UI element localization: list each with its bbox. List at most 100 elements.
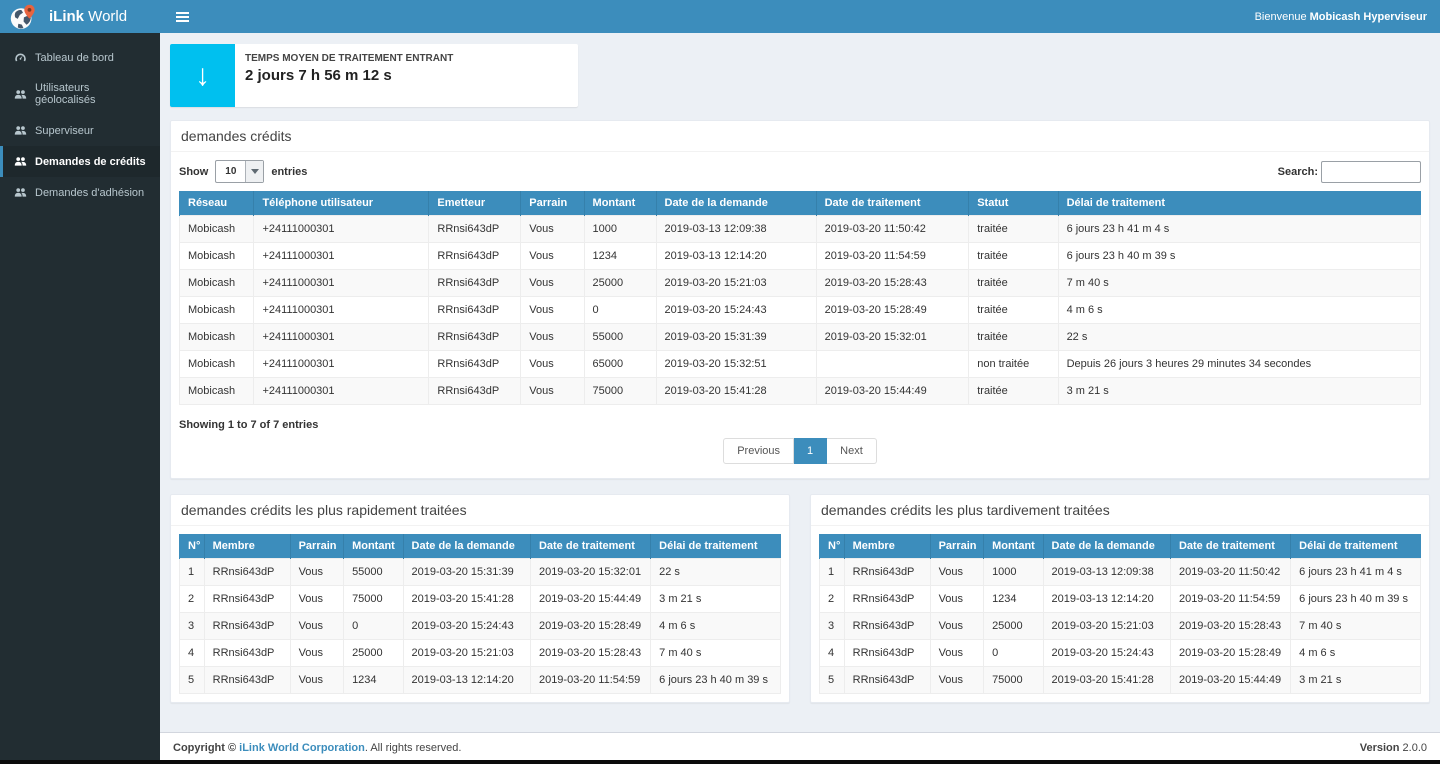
column-header: Délai de traitement <box>1291 534 1421 559</box>
sidebar-item-utilisateurs-geolocalises[interactable]: Utilisateurs géolocalisés <box>0 73 160 115</box>
sidebar-toggle-button[interactable] <box>160 0 204 33</box>
brand-name-bold: iLink <box>49 8 84 25</box>
table-cell: +24111000301 <box>254 243 429 270</box>
welcome-user: Mobicash Hyperviseur <box>1310 11 1427 23</box>
table-cell: Mobicash <box>180 324 254 351</box>
sidebar-item-label: Utilisateurs géolocalisés <box>35 82 152 106</box>
table-cell: 2019-03-20 15:44:49 <box>530 586 650 613</box>
table-cell <box>816 351 969 378</box>
sidebar-item-label: Demandes d'adhésion <box>35 187 144 199</box>
table-cell: 2019-03-13 12:14:20 <box>656 243 816 270</box>
column-header[interactable]: Réseau <box>180 191 254 216</box>
table-cell: traitée <box>969 378 1058 405</box>
table-cell: 2019-03-13 12:14:20 <box>1043 586 1170 613</box>
column-header[interactable]: Parrain <box>521 191 584 216</box>
table-row: Mobicash+24111000301RRnsi643dPVous02019-… <box>180 297 1421 324</box>
app-logo[interactable]: iLink World <box>0 0 160 33</box>
window-bottom-edge <box>0 760 1440 764</box>
table-cell: 55000 <box>344 559 403 586</box>
table-cell: 7 m 40 s <box>1291 613 1421 640</box>
sidebar-item-demandes-adhesion[interactable]: Demandes d'adhésion <box>0 177 160 208</box>
column-header[interactable]: Date de traitement <box>816 191 969 216</box>
column-header: N° <box>180 534 205 559</box>
table-cell: Vous <box>521 216 584 243</box>
version-text: Version 2.0.0 <box>1360 742 1427 754</box>
column-header[interactable]: Statut <box>969 191 1058 216</box>
table-cell: Vous <box>521 270 584 297</box>
table-cell: 2019-03-20 15:44:49 <box>1170 667 1290 694</box>
table-cell: RRnsi643dP <box>204 667 290 694</box>
table-cell: Vous <box>290 586 343 613</box>
table-cell: RRnsi643dP <box>429 243 521 270</box>
table-cell: +24111000301 <box>254 378 429 405</box>
table-cell: 2019-03-20 15:21:03 <box>656 270 816 297</box>
sidebar-item-label: Tableau de bord <box>35 52 114 64</box>
table-cell: 3 m 21 s <box>1058 378 1420 405</box>
table-cell: 2019-03-20 15:32:01 <box>816 324 969 351</box>
table-cell: 6 jours 23 h 40 m 39 s <box>1058 243 1420 270</box>
table-row: 3RRnsi643dPVous02019-03-20 15:24:432019-… <box>180 613 781 640</box>
column-header: Parrain <box>290 534 343 559</box>
sidebar-item-label: Demandes de crédits <box>35 156 146 168</box>
column-header[interactable]: Emetteur <box>429 191 521 216</box>
table-cell: 55000 <box>584 324 656 351</box>
fastest-processed-panel: demandes crédits les plus rapidement tra… <box>170 494 790 703</box>
arrow-down-icon: ↓ <box>170 44 235 107</box>
table-cell: Vous <box>930 559 983 586</box>
table-cell: 2 <box>180 586 205 613</box>
pagination-page-1-button[interactable]: 1 <box>794 438 827 464</box>
table-cell: Vous <box>521 324 584 351</box>
table-row: 5RRnsi643dPVous12342019-03-13 12:14:2020… <box>180 667 781 694</box>
table-cell: 7 m 40 s <box>1058 270 1420 297</box>
avg-processing-time-widget: ↓ TEMPS MOYEN DE TRAITEMENT ENTRANT 2 jo… <box>170 44 578 107</box>
company-link[interactable]: iLink World Corporation <box>239 742 365 754</box>
table-cell: traitée <box>969 243 1058 270</box>
table-cell: 2019-03-20 15:28:43 <box>816 270 969 297</box>
column-header[interactable]: Montant <box>584 191 656 216</box>
users-icon <box>14 88 27 101</box>
users-icon <box>14 124 27 137</box>
table-cell: 2019-03-20 15:24:43 <box>1043 640 1170 667</box>
table-cell: 75000 <box>344 586 403 613</box>
column-header: Date de la demande <box>403 534 530 559</box>
table-cell: 2019-03-20 11:54:59 <box>530 667 650 694</box>
panel-title: demandes crédits les plus rapidement tra… <box>171 495 789 526</box>
table-cell: 2019-03-20 15:32:01 <box>530 559 650 586</box>
table-row: 4RRnsi643dPVous250002019-03-20 15:21:032… <box>180 640 781 667</box>
sidebar-item-superviseur[interactable]: Superviseur <box>0 115 160 146</box>
table-cell: Vous <box>930 586 983 613</box>
table-cell: traitée <box>969 297 1058 324</box>
page-length-select[interactable]: 10 <box>215 160 264 183</box>
content-area: ↓ TEMPS MOYEN DE TRAITEMENT ENTRANT 2 jo… <box>160 33 1440 732</box>
pagination-next-button[interactable]: Next <box>827 438 877 464</box>
table-cell: Mobicash <box>180 216 254 243</box>
table-cell: 1 <box>820 559 845 586</box>
column-header[interactable]: Délai de traitement <box>1058 191 1420 216</box>
table-cell: RRnsi643dP <box>429 351 521 378</box>
column-header[interactable]: Date de la demande <box>656 191 816 216</box>
table-cell: RRnsi643dP <box>844 640 930 667</box>
table-cell: traitée <box>969 324 1058 351</box>
search-input[interactable] <box>1321 161 1421 183</box>
table-cell: 7 m 40 s <box>651 640 781 667</box>
table-cell: Mobicash <box>180 297 254 324</box>
table-cell: 4 m 6 s <box>1291 640 1421 667</box>
table-cell: 2019-03-20 15:28:49 <box>816 297 969 324</box>
column-header[interactable]: Téléphone utilisateur <box>254 191 429 216</box>
table-cell: 2019-03-20 15:31:39 <box>656 324 816 351</box>
table-cell: 75000 <box>584 378 656 405</box>
table-cell: 2019-03-20 15:21:03 <box>1043 613 1170 640</box>
table-row: Mobicash+24111000301RRnsi643dPVous650002… <box>180 351 1421 378</box>
table-cell: 1234 <box>584 243 656 270</box>
table-cell: 75000 <box>984 667 1043 694</box>
table-cell: RRnsi643dP <box>429 324 521 351</box>
widget-label: TEMPS MOYEN DE TRAITEMENT ENTRANT <box>245 53 453 64</box>
sidebar-item-tableau-de-bord[interactable]: Tableau de bord <box>0 42 160 73</box>
table-cell: 6 jours 23 h 41 m 4 s <box>1291 559 1421 586</box>
table-cell: 6 jours 23 h 40 m 39 s <box>651 667 781 694</box>
pagination-previous-button[interactable]: Previous <box>723 438 794 464</box>
table-cell: 1000 <box>584 216 656 243</box>
sidebar-item-demandes-de-credits[interactable]: Demandes de crédits <box>0 146 160 177</box>
copyright-text: Copyright © iLink World Corporation. All… <box>173 742 461 754</box>
table-cell: 2019-03-20 15:21:03 <box>403 640 530 667</box>
